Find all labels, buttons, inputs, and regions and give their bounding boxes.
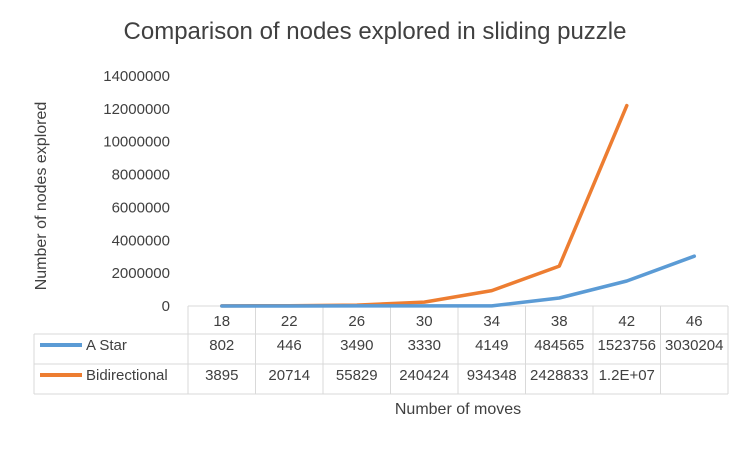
series-line-bidirectional: [220, 103, 629, 308]
data-table-cell: 2428833: [530, 367, 588, 384]
x-axis-title: Number of moves: [394, 401, 522, 418]
legend-label: A Star: [86, 337, 127, 354]
x-tick-label: 30: [416, 313, 433, 330]
y-tick-label: 8000000: [112, 167, 170, 184]
chart-title: Comparison of nodes explored in sliding …: [123, 18, 627, 45]
y-tick-label: 14000000: [103, 68, 170, 85]
data-table-cell: 3030204: [665, 337, 723, 354]
data-table-cell: 4149: [475, 337, 508, 354]
data-table-cell: 484565: [534, 337, 584, 354]
data-table-cell: 3330: [408, 337, 441, 354]
x-tick-label: 34: [483, 313, 500, 330]
data-table-cell: 1523756: [598, 337, 656, 354]
data-table-cell: 3895: [205, 367, 238, 384]
y-tick-label: 2000000: [112, 265, 170, 282]
data-table-cell: 802: [209, 337, 234, 354]
x-tick-label: 38: [551, 313, 568, 330]
y-tick-label: 10000000: [103, 134, 170, 151]
y-tick-label: 6000000: [112, 199, 170, 216]
data-table-cell: 446: [277, 337, 302, 354]
data-table-cell: 20714: [268, 367, 310, 384]
data-table-cell: 934348: [467, 367, 517, 384]
y-tick-label: 12000000: [103, 101, 170, 118]
data-table-cell: 3490: [340, 337, 373, 354]
y-tick-label: 0: [162, 298, 170, 315]
x-tick-label: 42: [618, 313, 635, 330]
x-tick-label: 26: [348, 313, 365, 330]
x-tick-label: 18: [213, 313, 230, 330]
y-tick-label: 4000000: [112, 232, 170, 249]
data-table-cell: 1.2E+07: [599, 367, 655, 384]
data-table-cell: 240424: [399, 367, 449, 384]
series-line-a-star: [220, 254, 697, 308]
data-table-cell: 55829: [336, 367, 378, 384]
x-tick-label: 46: [686, 313, 703, 330]
legend-label: Bidirectional: [86, 367, 168, 384]
x-tick-label: 22: [281, 313, 298, 330]
